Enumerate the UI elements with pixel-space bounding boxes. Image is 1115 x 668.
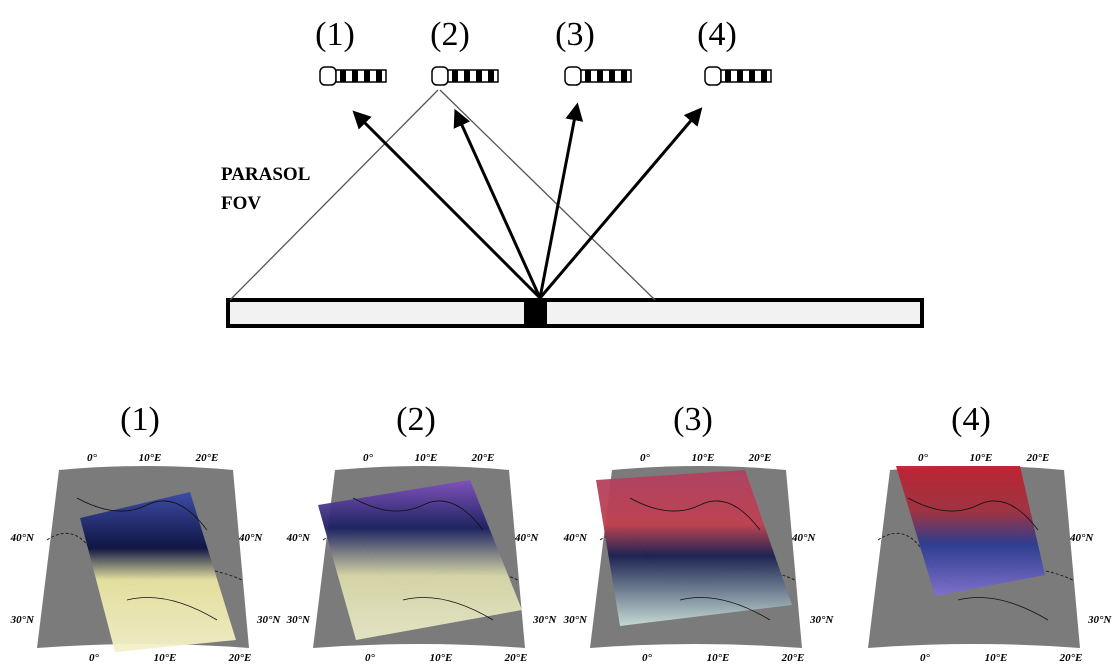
map-title: (2): [396, 401, 436, 438]
satellite-body: [565, 67, 581, 85]
map-panel: [590, 466, 802, 648]
latitude-label: 30°N: [286, 614, 311, 626]
view-arrow: [540, 110, 700, 298]
panel-cell: [488, 70, 494, 82]
longitude-label: 10°E: [139, 452, 162, 464]
view-label: (3): [555, 16, 595, 53]
longitude-label: 20°E: [228, 652, 252, 663]
longitude-label: 20°E: [471, 452, 495, 464]
longitude-label: 20°E: [504, 652, 528, 663]
satellite-icon: [705, 67, 771, 85]
target-pixel: [524, 300, 547, 326]
longitude-label: 20°E: [781, 652, 805, 663]
satellite-icon: [565, 67, 631, 85]
panel-cell: [725, 70, 731, 82]
panel-cell: [340, 70, 346, 82]
map-title: (3): [673, 401, 713, 438]
map-panel: [313, 466, 525, 648]
longitude-label: 20°E: [195, 452, 219, 464]
surface-bar: [228, 300, 922, 326]
longitude-label: 0°: [920, 652, 931, 663]
panel-cell: [621, 70, 627, 82]
satellite-body: [432, 67, 448, 85]
longitude-label: 0°: [918, 452, 929, 464]
panel-cell: [597, 70, 603, 82]
longitude-label: 10°E: [692, 452, 715, 464]
satellite-icon: [320, 67, 386, 85]
fov-line: [440, 90, 655, 300]
panel-cell: [464, 70, 470, 82]
longitude-label: 20°E: [1059, 652, 1083, 663]
fov-line: [230, 90, 438, 300]
view-label: (4): [697, 16, 737, 53]
latitude-label: 40°N: [1069, 532, 1094, 544]
latitude-label: 40°N: [10, 532, 35, 544]
latitude-label: 30°N: [1087, 614, 1112, 626]
fov-label: FOV: [221, 193, 261, 214]
longitude-label: 0°: [642, 652, 653, 663]
longitude-label: 0°: [363, 452, 374, 464]
longitude-label: 10°E: [154, 652, 177, 663]
panel-cell: [737, 70, 743, 82]
longitude-label: 10°E: [970, 452, 993, 464]
latitude-label: 40°N: [286, 532, 311, 544]
view-label: (2): [430, 16, 470, 53]
longitude-label: 10°E: [430, 652, 453, 663]
longitude-label: 20°E: [748, 452, 772, 464]
panel-cell: [609, 70, 615, 82]
latitude-label: 30°N: [563, 614, 588, 626]
panel-cell: [749, 70, 755, 82]
panel-cell: [761, 70, 767, 82]
longitude-label: 20°E: [1026, 452, 1050, 464]
latitude-label: 40°N: [563, 532, 588, 544]
view-arrow: [540, 106, 577, 298]
fov-label: PARASOL: [221, 164, 310, 185]
longitude-label: 0°: [87, 452, 98, 464]
map-panel: [868, 466, 1080, 648]
latitude-label: 30°N: [809, 614, 834, 626]
latitude-label: 40°N: [791, 532, 816, 544]
latitude-label: 40°N: [514, 532, 539, 544]
longitude-label: 10°E: [415, 452, 438, 464]
panel-cell: [352, 70, 358, 82]
map-panel: [37, 466, 249, 652]
view-arrow: [456, 112, 540, 298]
map-title: (4): [951, 401, 991, 438]
latitude-label: 30°N: [256, 614, 281, 626]
longitude-label: 0°: [89, 652, 100, 663]
view-arrow: [355, 113, 540, 298]
panel-cell: [376, 70, 382, 82]
longitude-label: 0°: [640, 452, 651, 464]
panel-cell: [476, 70, 482, 82]
latitude-label: 30°N: [532, 614, 557, 626]
satellite-body: [320, 67, 336, 85]
longitude-label: 10°E: [707, 652, 730, 663]
latitude-label: 40°N: [238, 532, 263, 544]
geometry-diagram: PARASOL FOV: [221, 90, 922, 326]
figure: PARASOL FOV (1) (2) (3) (4) (1) 0° 10°E 20°E 0° 1…: [0, 0, 1115, 663]
satellite-icon: [432, 67, 498, 85]
panel-cell: [452, 70, 458, 82]
map-title: (1): [120, 401, 160, 438]
satellite-body: [705, 67, 721, 85]
view-label: (1): [315, 16, 355, 53]
longitude-label: 0°: [365, 652, 376, 663]
panel-cell: [364, 70, 370, 82]
latitude-label: 30°N: [10, 614, 35, 626]
longitude-label: 10°E: [985, 652, 1008, 663]
panel-cell: [585, 70, 591, 82]
